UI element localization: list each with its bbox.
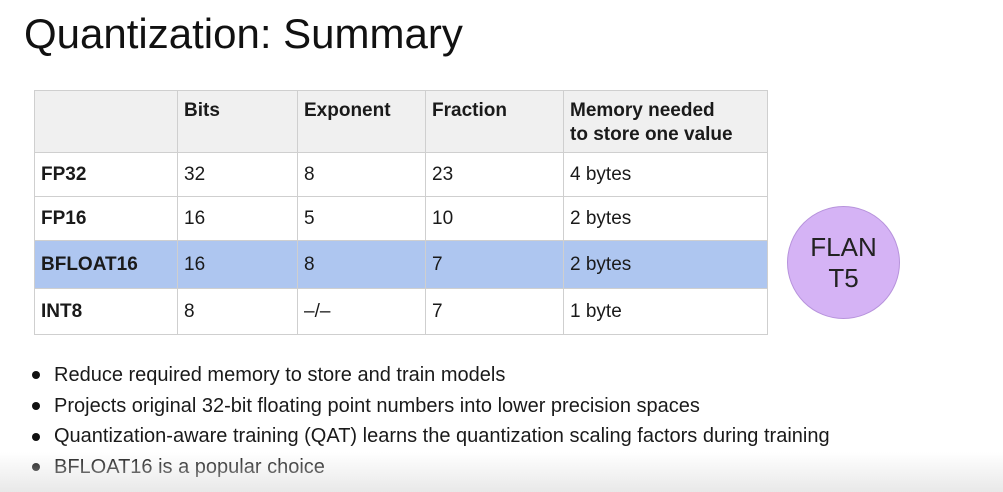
row-exponent: 8 bbox=[297, 240, 426, 289]
header-fraction: Fraction bbox=[425, 90, 564, 153]
row-memory: 1 byte bbox=[563, 288, 768, 335]
summary-bullets: Reduce required memory to store and trai… bbox=[30, 360, 830, 483]
table-row-fp16: FP16 16 5 10 2 bytes bbox=[34, 196, 768, 241]
bullet-text: Projects original 32-bit floating point … bbox=[54, 394, 700, 417]
row-bits: 8 bbox=[177, 288, 298, 335]
badge-line1: FLAN bbox=[810, 231, 877, 262]
header-exponent: Exponent bbox=[297, 90, 426, 153]
row-exponent: 5 bbox=[297, 196, 426, 241]
row-fraction: 10 bbox=[425, 196, 564, 241]
bullet-dot-icon bbox=[32, 371, 40, 380]
header-corner-cell bbox=[34, 90, 178, 153]
row-fraction: 7 bbox=[425, 240, 564, 289]
bullet-text: Reduce required memory to store and trai… bbox=[54, 363, 506, 386]
row-type: BFLOAT16 bbox=[34, 240, 178, 289]
flan-t5-badge: FLAN T5 bbox=[787, 206, 900, 319]
badge-line2: T5 bbox=[828, 262, 859, 293]
bullet-dot-icon bbox=[32, 432, 40, 441]
row-exponent: 8 bbox=[297, 152, 426, 197]
header-bits: Bits bbox=[177, 90, 298, 153]
table-row-fp32: FP32 32 8 23 4 bytes bbox=[34, 152, 768, 197]
row-bits: 16 bbox=[177, 240, 298, 289]
table-row-int8: INT8 8 –/– 7 1 byte bbox=[34, 288, 768, 335]
table-row-bfloat16: BFLOAT16 16 8 7 2 bytes bbox=[34, 240, 768, 289]
row-memory: 2 bytes bbox=[563, 240, 768, 289]
header-memory: Memory needed to store one value bbox=[563, 90, 768, 153]
bullet-dot-icon bbox=[32, 402, 40, 411]
bullet-text: Quantization-aware training (QAT) learns… bbox=[54, 425, 830, 448]
list-item: Projects original 32-bit floating point … bbox=[30, 391, 830, 422]
quantization-table: Bits Exponent Fraction Memory needed to … bbox=[34, 90, 768, 335]
row-type: FP32 bbox=[34, 152, 178, 197]
table-header-row: Bits Exponent Fraction Memory needed to … bbox=[34, 90, 768, 153]
list-item: Quantization-aware training (QAT) learns… bbox=[30, 421, 830, 452]
row-type: FP16 bbox=[34, 196, 178, 241]
row-fraction: 7 bbox=[425, 288, 564, 335]
slide-title: Quantization: Summary bbox=[24, 10, 463, 57]
bullet-dot-icon bbox=[32, 463, 40, 472]
row-exponent: –/– bbox=[297, 288, 426, 335]
row-bits: 16 bbox=[177, 196, 298, 241]
row-bits: 32 bbox=[177, 152, 298, 197]
header-memory-line2: to store one value bbox=[570, 124, 733, 145]
list-item: BFLOAT16 is a popular choice bbox=[30, 452, 830, 483]
row-fraction: 23 bbox=[425, 152, 564, 197]
row-type: INT8 bbox=[34, 288, 178, 335]
row-memory: 4 bytes bbox=[563, 152, 768, 197]
list-item: Reduce required memory to store and trai… bbox=[30, 360, 830, 391]
bullet-text: BFLOAT16 is a popular choice bbox=[54, 455, 325, 478]
header-memory-line1: Memory needed bbox=[570, 100, 715, 121]
row-memory: 2 bytes bbox=[563, 196, 768, 241]
